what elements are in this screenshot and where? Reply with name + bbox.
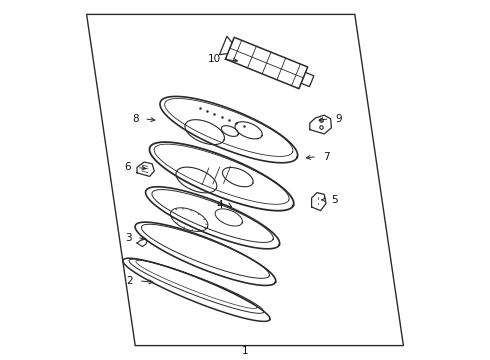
Text: 1: 1 bbox=[242, 346, 248, 356]
Text: 8: 8 bbox=[132, 114, 139, 124]
Text: 3: 3 bbox=[124, 233, 131, 243]
Text: 4: 4 bbox=[217, 200, 223, 210]
Text: 9: 9 bbox=[335, 114, 342, 124]
Text: 10: 10 bbox=[208, 54, 221, 64]
Text: 6: 6 bbox=[124, 162, 131, 172]
Text: 7: 7 bbox=[323, 152, 329, 162]
Text: 5: 5 bbox=[332, 195, 338, 205]
Text: 2: 2 bbox=[126, 276, 133, 286]
